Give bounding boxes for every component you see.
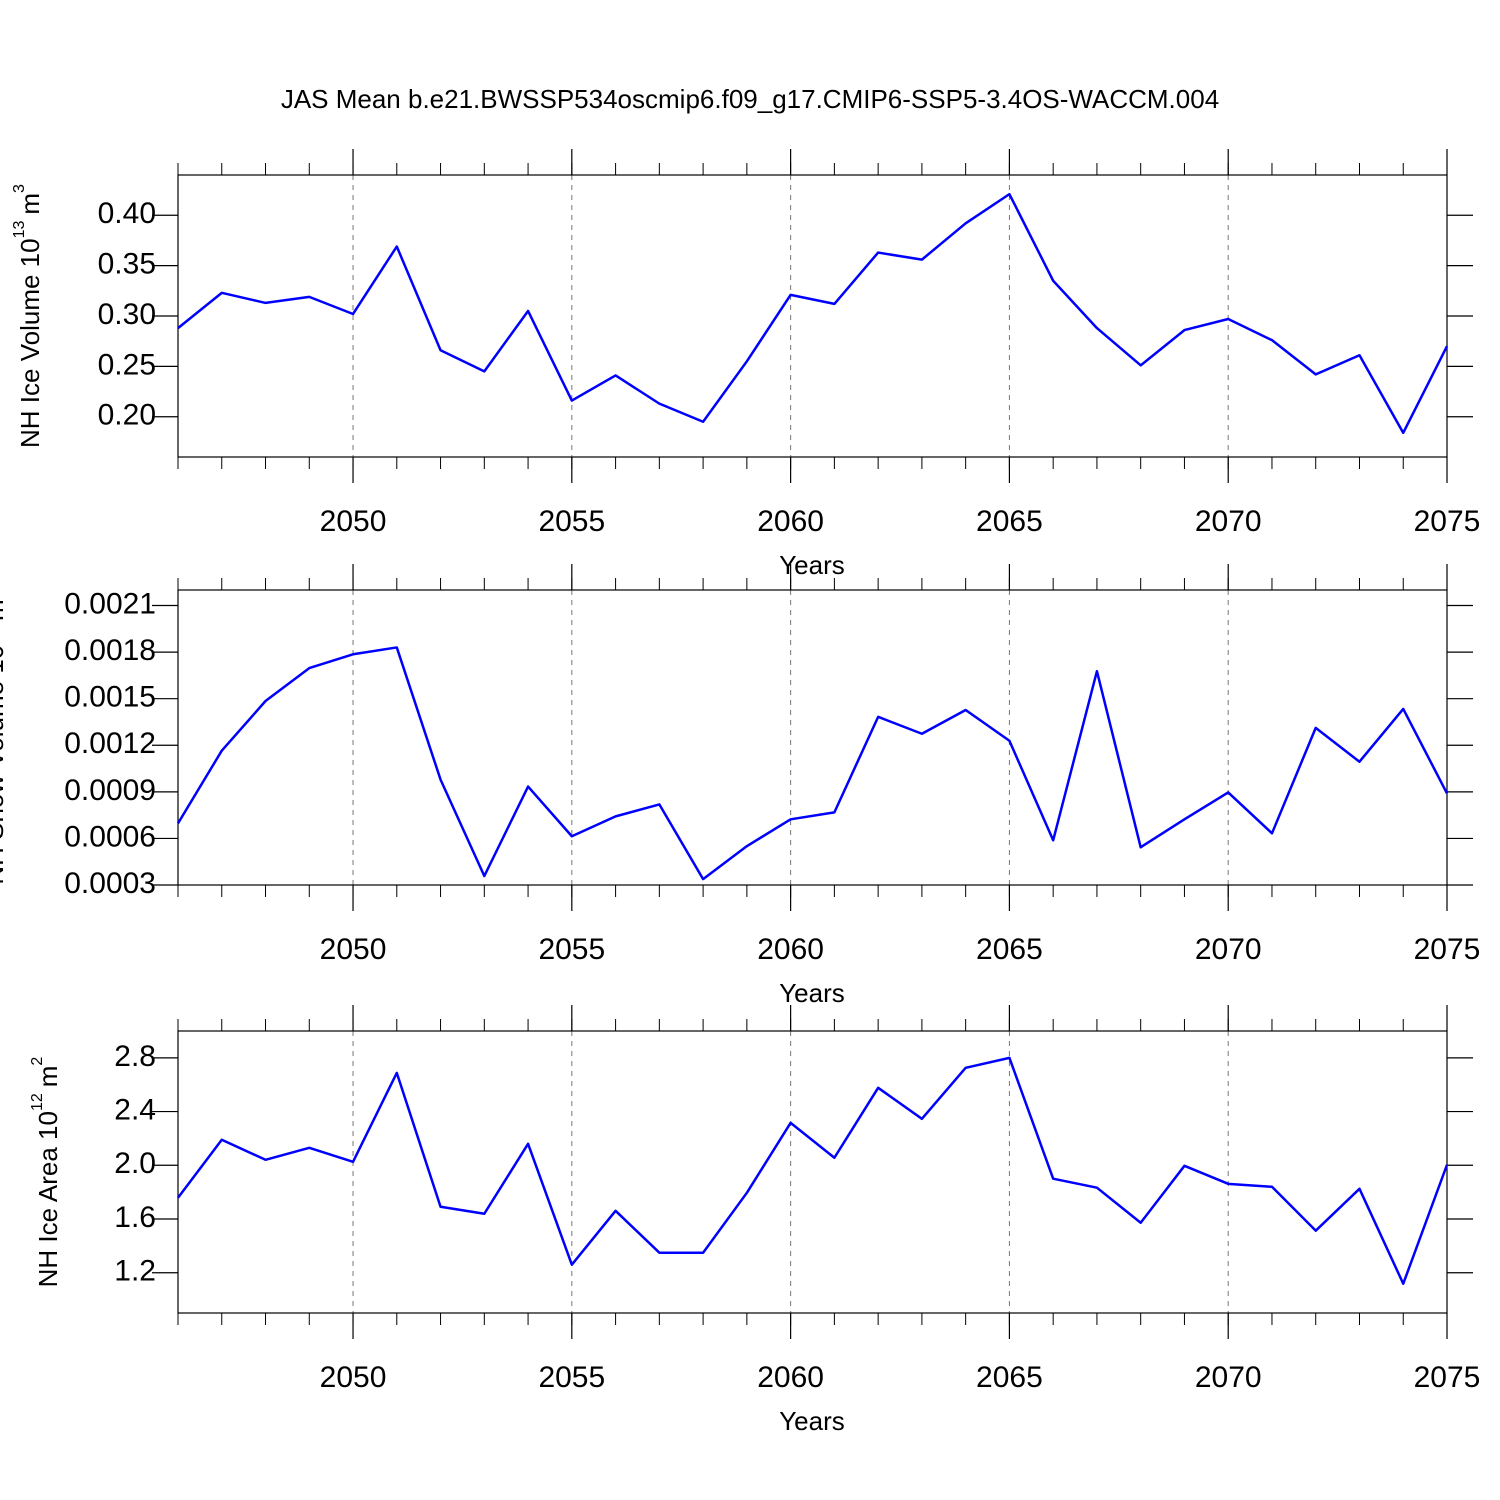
y-tick-label: 0.0003	[64, 867, 156, 900]
y-tick-label: 2.4	[114, 1093, 156, 1126]
y-axis-label: NH Ice Volume 1013 m3	[11, 184, 45, 448]
y-tick-label: 0.25	[98, 348, 156, 381]
y-axis-label-exponent: 3	[11, 184, 28, 193]
data-line	[176, 646, 1449, 881]
y-tick-label: 0.20	[98, 399, 156, 432]
y-tick-label: 0.0012	[64, 727, 156, 760]
x-tick-label: 2070	[1195, 505, 1262, 538]
y-axis-label-exponent: 13	[11, 221, 28, 239]
y-axis-label-part: NH Snow Volume 10	[0, 645, 9, 885]
y-axis-label-part: m	[33, 1066, 63, 1088]
x-tick-label: 2055	[538, 933, 605, 966]
y-tick-label: 0.0018	[64, 634, 156, 667]
x-tick-label: 2070	[1195, 933, 1262, 966]
data-line	[177, 1056, 1449, 1285]
x-tick-label: 2050	[320, 505, 387, 538]
x-tick-label: 2065	[976, 1361, 1043, 1394]
y-axis-label: NH Snow Volume 1013m3	[0, 590, 9, 884]
chart-title: JAS Mean b.e21.BWSSP534oscmip6.f09_g17.C…	[281, 84, 1219, 114]
x-tick-label: 2065	[976, 933, 1043, 966]
x-axis-label: Years	[779, 978, 845, 1008]
plot-frame	[177, 174, 1448, 458]
y-tick-label: 2.8	[114, 1040, 156, 1073]
y-axis-label-part: NH Ice Volume 10	[15, 238, 45, 448]
x-tick-label: 2050	[320, 933, 387, 966]
y-tick-label: 0.40	[98, 197, 156, 230]
y-tick-label: 2.0	[114, 1147, 156, 1180]
y-tick-label: 0.30	[98, 298, 156, 331]
data-line	[177, 192, 1449, 435]
y-axis-label-part: m	[15, 193, 45, 215]
y-tick-label: 0.0006	[64, 820, 156, 853]
x-tick-label: 2075	[1414, 933, 1481, 966]
x-tick-label: 2060	[757, 933, 824, 966]
y-tick-label: 0.0009	[64, 774, 156, 807]
x-tick-label: 2065	[976, 505, 1043, 538]
y-tick-label: 1.2	[114, 1255, 156, 1288]
y-tick-label: 0.0021	[64, 587, 156, 620]
plot-frame	[177, 589, 1448, 886]
y-axis-label-exponent: 2	[29, 1057, 46, 1066]
x-tick-label: 2070	[1195, 1361, 1262, 1394]
x-axis-label: Years	[779, 1406, 845, 1436]
y-axis-label-part: NH Ice Area 10	[33, 1111, 63, 1287]
x-tick-label: 2075	[1414, 505, 1481, 538]
x-tick-label: 2055	[538, 505, 605, 538]
y-axis-label-part: m	[0, 599, 9, 621]
y-tick-label: 1.6	[114, 1201, 156, 1234]
x-tick-label: 2075	[1414, 1361, 1481, 1394]
plot-frame	[177, 1030, 1448, 1314]
y-axis-label: NH Ice Area 1012 m2	[29, 1057, 63, 1288]
y-axis-label-exponent: 12	[29, 1093, 46, 1111]
x-tick-label: 2060	[757, 505, 824, 538]
x-tick-label: 2050	[320, 1361, 387, 1394]
y-tick-label: 0.35	[98, 248, 156, 281]
x-tick-label: 2055	[538, 1361, 605, 1394]
x-axis-label: Years	[779, 550, 845, 580]
y-tick-label: 0.0015	[64, 681, 156, 714]
x-tick-label: 2060	[757, 1361, 824, 1394]
